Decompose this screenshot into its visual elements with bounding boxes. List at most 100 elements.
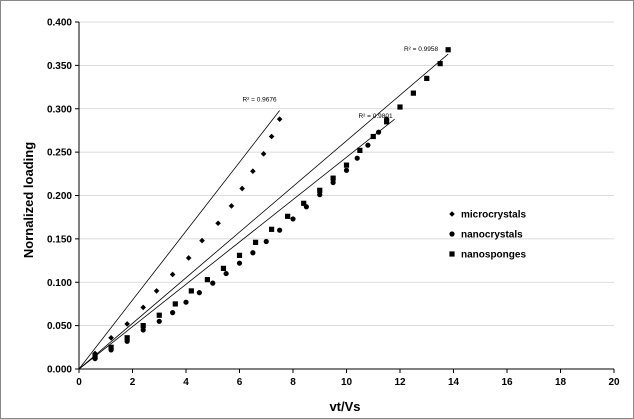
data-point-nanosponges [140, 323, 146, 329]
x-tick-label: 18 [555, 377, 567, 388]
data-point-nanocrystals [236, 260, 243, 266]
y-tick-label: 0.400 [47, 18, 72, 29]
data-point-microcrystals [140, 304, 146, 311]
y-tick-label: 0.000 [47, 365, 72, 376]
data-point-nanosponges [424, 75, 430, 81]
legend-marker-nanocrystals [449, 231, 455, 237]
data-point-nanocrystals [263, 238, 269, 245]
x-tick-label: 16 [501, 377, 513, 388]
legend: microcrystals nanocrystals nanosponges [449, 210, 526, 261]
y-tick-label: 0.250 [47, 148, 72, 159]
data-point-nanocrystals [250, 250, 256, 256]
data-point-microcrystals [228, 203, 235, 209]
data-point-nanocrystals [210, 280, 216, 286]
data-point-nanosponges [108, 344, 114, 350]
data-point-nanocrystals [343, 167, 350, 173]
gridlines [79, 21, 614, 327]
x-tick-label: 20 [608, 377, 620, 388]
data-point-microcrystals [239, 185, 245, 192]
data-point-microcrystals [260, 151, 267, 157]
y-tick-label: 0.050 [47, 321, 72, 332]
data-point-nanosponges [397, 104, 403, 110]
data-point-microcrystals [153, 288, 160, 294]
x-tick-label: 6 [237, 377, 243, 388]
tick-labels: 0.000 0.050 0.100 0.150 0.200 0.250 0.300 0.350… [47, 18, 620, 389]
legend-label-nanosponges: nanosponges [461, 250, 526, 261]
x-tick-label: 2 [130, 377, 136, 388]
legend-marker-microcrystals [449, 211, 455, 217]
data-point-nanocrystals [290, 216, 296, 222]
x-tick-label: 10 [341, 377, 353, 388]
r2-labels: R² = 0.9676 R² = 0.9801 R² = 0.9958 [242, 46, 438, 120]
data-point-nanosponges [269, 226, 275, 232]
data-point-microcrystals [268, 133, 275, 140]
y-tick-label: 0.200 [47, 191, 72, 202]
axes [75, 21, 615, 373]
data-point-microcrystals [169, 271, 176, 278]
data-point-nanosponges [330, 175, 336, 181]
y-axis-title: Nornalized loading [21, 142, 36, 258]
data-point-nanosponges [236, 252, 243, 258]
x-tick-label: 8 [290, 377, 296, 388]
data-point-microcrystals [108, 334, 114, 341]
data-point-nanosponges [92, 353, 98, 359]
data-point-microcrystals [199, 237, 205, 244]
legend-label-nanocrystals: nanocrystals [461, 230, 523, 241]
data-point-nanosponges [343, 162, 350, 168]
r2-label-nanocrystals: R² = 0.9801 [358, 113, 393, 120]
r2-label-microcrystals: R² = 0.9676 [242, 96, 277, 103]
data-point-nanosponges [172, 301, 178, 307]
data-point-nanosponges [357, 147, 363, 153]
y-tick-label: 0.100 [47, 278, 72, 289]
data-point-nanosponges [220, 265, 227, 271]
trendline-nanocrystals [78, 118, 395, 370]
data-point-nanocrystals [330, 179, 336, 186]
trendline-nanosponges [78, 53, 449, 370]
data-point-nanocrystals [170, 310, 176, 316]
data-point-nanocrystals [183, 299, 189, 305]
data-point-nanocrystals [140, 327, 146, 333]
data-point-microcrystals [276, 116, 283, 122]
data-point-microcrystals [250, 168, 256, 175]
data-point-nanosponges [252, 239, 259, 245]
data-point-nanosponges [445, 47, 451, 53]
legend-label-microcrystals: microcrystals [461, 210, 526, 221]
data-point-nanosponges [410, 90, 416, 96]
r2-label-nanosponges: R² = 0.9958 [404, 46, 439, 53]
x-tick-label: 14 [448, 377, 460, 388]
data-point-microcrystals [124, 321, 130, 327]
data-point-nanocrystals [354, 155, 360, 161]
legend-marker-nanosponges [449, 251, 455, 257]
data-point-nanocrystals [156, 318, 162, 324]
data-point-nanocrystals [376, 129, 382, 135]
data-point-nanosponges [437, 61, 443, 67]
data-point-nanosponges [156, 312, 162, 318]
data-point-nanosponges [124, 335, 130, 341]
data-point-nanosponges [370, 133, 376, 140]
x-tick-label: 4 [183, 377, 189, 388]
trendline-microcrystals [78, 110, 280, 370]
data-point-microcrystals [185, 255, 192, 261]
x-axis-title: vt/Vs [329, 399, 360, 414]
y-tick-label: 0.150 [47, 234, 72, 245]
x-tick-label: 0 [76, 377, 82, 388]
data-point-nanosponges [204, 277, 210, 283]
data-point-nanocrystals [317, 192, 323, 198]
data-point-nanosponges [188, 288, 194, 294]
data-point-nanosponges [285, 213, 291, 219]
trendlines [78, 53, 449, 370]
y-tick-label: 0.350 [47, 61, 72, 72]
data-point-nanosponges [384, 119, 390, 125]
data-point-nanosponges [317, 187, 323, 193]
data-point-nanocrystals [223, 270, 229, 277]
x-tick-label: 12 [394, 377, 406, 388]
data-point-nanocrystals [277, 227, 283, 233]
data-points [92, 47, 451, 362]
data-point-microcrystals [215, 220, 221, 227]
data-point-nanosponges [301, 200, 307, 206]
data-point-nanocrystals [196, 290, 202, 296]
data-point-nanocrystals [365, 142, 371, 148]
